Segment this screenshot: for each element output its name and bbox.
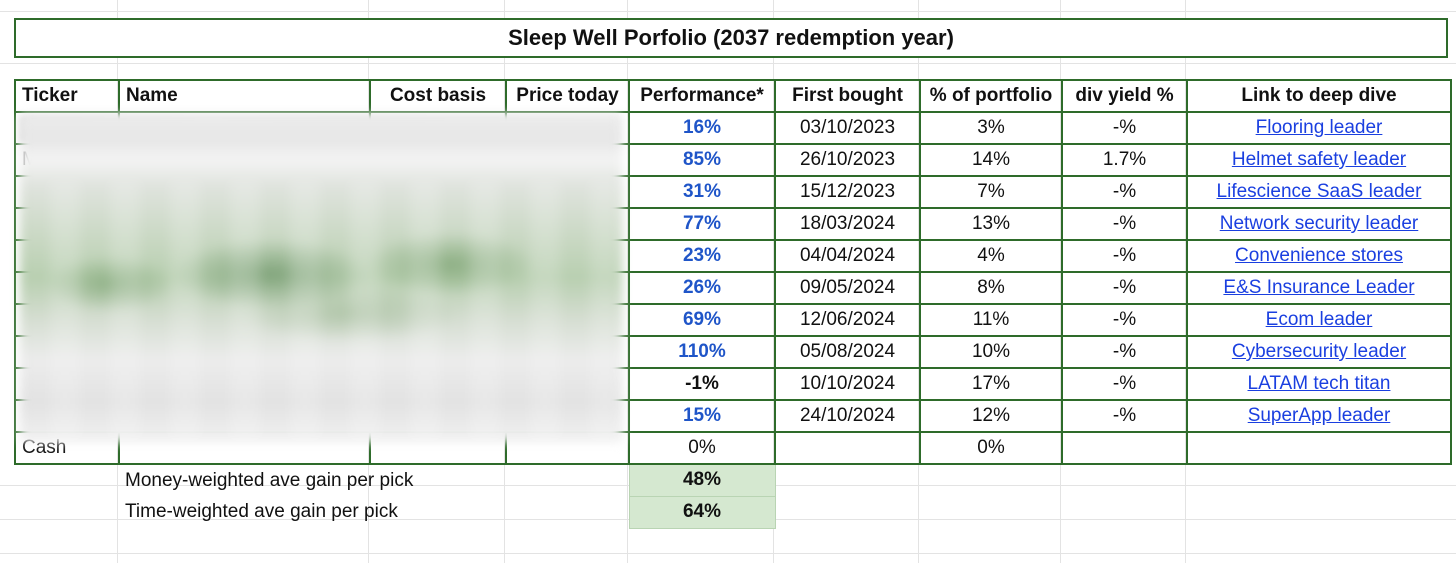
cell-performance: 69%	[628, 303, 776, 337]
cell-performance: 77%	[628, 207, 776, 241]
cell-link: Convenience stores	[1186, 239, 1452, 273]
cell-first-bought: 18/03/2024	[774, 207, 921, 241]
cell-div-yield: -%	[1061, 399, 1188, 433]
cell-div-yield: 1.7%	[1061, 143, 1188, 177]
cell-performance: 23%	[628, 239, 776, 273]
summary-value: 64%	[628, 495, 776, 529]
redaction-blur	[20, 114, 622, 442]
cell-div-yield: -%	[1061, 303, 1188, 337]
cell-link: Helmet safety leader	[1186, 143, 1452, 177]
col-header-price-today: Price today	[505, 79, 630, 113]
cell-performance: 16%	[628, 111, 776, 145]
cash-pct-portfolio: 0%	[919, 431, 1063, 465]
summary-blank	[775, 464, 1451, 496]
summary-blank	[15, 496, 119, 528]
redaction-blur	[20, 180, 622, 442]
cell-pct-portfolio: 8%	[919, 271, 1063, 305]
cell-link: Ecom leader	[1186, 303, 1452, 337]
cash-performance: 0%	[628, 431, 776, 465]
header-row: Ticker Name Cost basis Price today Perfo…	[14, 79, 1452, 113]
gridline	[0, 63, 1456, 64]
cell-link: Flooring leader	[1186, 111, 1452, 145]
gridline	[0, 553, 1456, 554]
cell-link: SuperApp leader	[1186, 399, 1452, 433]
deep-dive-link[interactable]: Cybersecurity leader	[1231, 341, 1407, 362]
cell-div-yield: -%	[1061, 335, 1188, 369]
col-header-cost-basis: Cost basis	[369, 79, 507, 113]
deep-dive-link[interactable]: Ecom leader	[1265, 309, 1373, 330]
cell-div-yield: -%	[1061, 111, 1188, 145]
col-header-performance: Performance*	[628, 79, 776, 113]
deep-dive-link[interactable]: E&S Insurance Leader	[1223, 277, 1415, 298]
summary-row-time-weighted: Time-weighted ave gain per pick 64%	[15, 495, 1451, 529]
cell-performance: 31%	[628, 175, 776, 209]
deep-dive-link[interactable]: LATAM tech titan	[1247, 373, 1391, 394]
cell-first-bought: 15/12/2023	[774, 175, 921, 209]
cell-link: Network security leader	[1186, 207, 1452, 241]
sheet-title-text: Sleep Well Porfolio (2037 redemption yea…	[508, 25, 954, 50]
cell-pct-portfolio: 10%	[919, 335, 1063, 369]
cell-div-yield: -%	[1061, 175, 1188, 209]
cash-link	[1186, 431, 1452, 465]
cell-pct-portfolio: 13%	[919, 207, 1063, 241]
cell-link: E&S Insurance Leader	[1186, 271, 1452, 305]
deep-dive-link[interactable]: Network security leader	[1219, 213, 1419, 234]
cell-performance: 26%	[628, 271, 776, 305]
cell-performance: -1%	[628, 367, 776, 401]
col-header-first-bought: First bought	[774, 79, 921, 113]
cell-div-yield: -%	[1061, 207, 1188, 241]
cell-link: LATAM tech titan	[1186, 367, 1452, 401]
summary-value: 48%	[628, 463, 776, 497]
summary-blank	[775, 496, 1451, 528]
col-header-ticker: Ticker	[14, 79, 120, 113]
deep-dive-link[interactable]: Helmet safety leader	[1231, 149, 1407, 170]
summary-label: Money-weighted ave gain per pick	[125, 469, 414, 491]
cell-pct-portfolio: 11%	[919, 303, 1063, 337]
deep-dive-link[interactable]: Lifescience SaaS leader	[1216, 181, 1422, 202]
cell-div-yield: -%	[1061, 367, 1188, 401]
cell-first-bought: 26/10/2023	[774, 143, 921, 177]
summary-row-money-weighted: Money-weighted ave gain per pick 48%	[15, 463, 1451, 497]
cell-pct-portfolio: 17%	[919, 367, 1063, 401]
gridline	[0, 11, 1456, 12]
cell-pct-portfolio: 3%	[919, 111, 1063, 145]
cash-first-bought	[774, 431, 921, 465]
cash-div	[1061, 431, 1188, 465]
cell-first-bought: 24/10/2024	[774, 399, 921, 433]
summary-label: Time-weighted ave gain per pick	[125, 501, 398, 522]
cell-performance: 85%	[628, 143, 776, 177]
cell-pct-portfolio: 7%	[919, 175, 1063, 209]
cell-pct-portfolio: 4%	[919, 239, 1063, 273]
sheet-title: Sleep Well Porfolio (2037 redemption yea…	[14, 18, 1448, 58]
cell-first-bought: 03/10/2023	[774, 111, 921, 145]
cell-first-bought: 04/04/2024	[774, 239, 921, 273]
deep-dive-link[interactable]: Flooring leader	[1255, 117, 1383, 138]
col-header-pct-portfolio: % of portfolio	[919, 79, 1063, 113]
summary-blank	[15, 464, 119, 496]
col-header-div-yield: div yield %	[1061, 79, 1188, 113]
col-header-name: Name	[118, 79, 371, 113]
cell-first-bought: 05/08/2024	[774, 335, 921, 369]
cell-div-yield: -%	[1061, 271, 1188, 305]
cell-link: Cybersecurity leader	[1186, 335, 1452, 369]
col-header-link: Link to deep dive	[1186, 79, 1452, 113]
deep-dive-link[interactable]: SuperApp leader	[1247, 405, 1391, 426]
deep-dive-link[interactable]: Convenience stores	[1235, 245, 1403, 266]
cell-first-bought: 09/05/2024	[774, 271, 921, 305]
cash-row: Cash 0% 0%	[14, 431, 1452, 465]
cell-first-bought: 12/06/2024	[774, 303, 921, 337]
cell-pct-portfolio: 12%	[919, 399, 1063, 433]
cell-div-yield: -%	[1061, 239, 1188, 273]
cell-link: Lifescience SaaS leader	[1186, 175, 1452, 209]
cell-pct-portfolio: 14%	[919, 143, 1063, 177]
cell-performance: 15%	[628, 399, 776, 433]
cell-performance: 110%	[628, 335, 776, 369]
cell-first-bought: 10/10/2024	[774, 367, 921, 401]
